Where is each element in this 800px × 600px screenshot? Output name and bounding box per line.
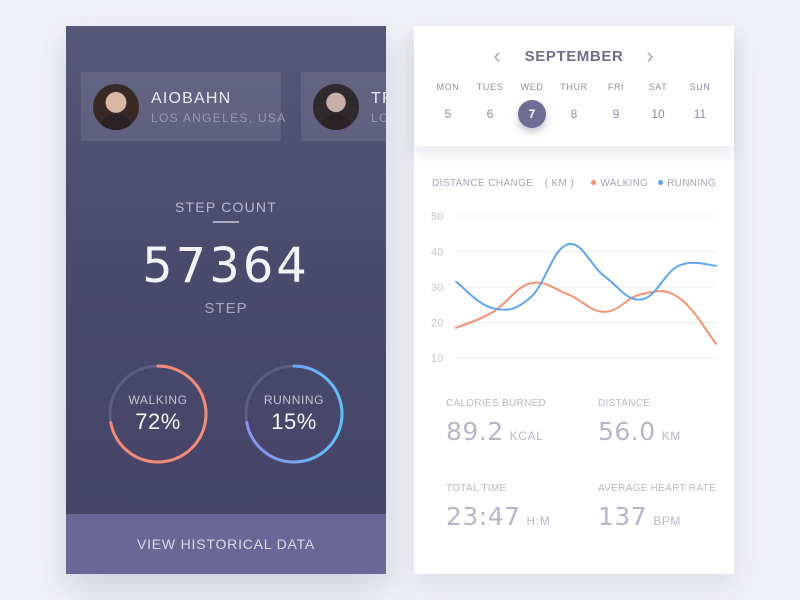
profile-name: AIOBAHN (151, 89, 232, 107)
legend-walking-label: WALKING (600, 178, 649, 189)
chart-unit: ( KM ) (544, 178, 575, 189)
calendar-date: 10 (651, 107, 665, 121)
legend-running-dot (658, 180, 664, 185)
calendar-date: 5 (444, 107, 452, 121)
profile-location: LO (371, 110, 386, 125)
calendar-day-name: WED (520, 82, 544, 92)
walking-progress-ring: WALKING 72% (106, 362, 210, 466)
calendar-day-sat[interactable]: SAT 10 (637, 82, 679, 128)
stat-calories-value-row: 89.2 KCAL (446, 417, 546, 446)
stat-total-time: TOTAL TIME 23:47 H:M (446, 483, 550, 531)
profile-card-aiobahn[interactable]: AIOBAHN LOS ANGELES, USA (81, 72, 285, 141)
calendar-day-name: SUN (689, 82, 711, 92)
stat-total-time-value-row: 23:47 H:M (446, 502, 550, 531)
step-count-label: STEP COUNT (175, 199, 277, 215)
running-percent: 15% (271, 409, 317, 434)
distance-line-chart: 50 40 30 20 10 (431, 211, 717, 365)
step-count-card: AIOBAHN LOS ANGELES, USA TR LO STEP COUN… (66, 26, 386, 574)
calendar-day-tues[interactable]: TUES 6 (469, 82, 511, 128)
legend-running-label: RUNNING (667, 178, 716, 189)
y-tick-label: 40 (431, 247, 443, 259)
stat-distance-unit: KM (661, 429, 681, 443)
stat-calories-unit: KCAL (509, 429, 544, 443)
calendar-date: 6 (486, 107, 494, 121)
stat-heart-rate: AVERAGE HEART RATE 137 BPM (598, 483, 716, 531)
chart-title: DISTANCE CHANGE ( KM ) (432, 178, 574, 189)
series-line-walking (455, 281, 717, 345)
calendar-day-sun[interactable]: SUN 11 (679, 82, 721, 128)
view-historical-data-button[interactable]: VIEW HISTORICAL DATA (66, 514, 386, 574)
stat-total-time-unit: H:M (526, 514, 551, 528)
calendar-day-mon[interactable]: MON 5 (427, 82, 469, 128)
chart-title-text: DISTANCE CHANGE (432, 178, 534, 189)
calendar-day-fri[interactable]: FRI 9 (595, 82, 637, 128)
calendar-date: 9 (612, 107, 620, 121)
distance-card: ‹ SEPTEMBER › MON 5 TUES 6 WED 7 THUR 8 FRI 9 SAT 1… (414, 26, 734, 574)
calendar-month: SEPTEMBER (524, 48, 624, 65)
running-ring-graphic (244, 364, 344, 464)
legend-running: RUNNING (658, 178, 716, 189)
stat-distance: DISTANCE 56.0 KM (598, 398, 681, 446)
y-tick-label: 50 (431, 211, 443, 223)
walking-percent: 72% (135, 409, 181, 434)
stat-calories: CALORIES BURNED 89.2 KCAL (446, 398, 546, 446)
walking-label: WALKING (128, 393, 188, 407)
profile-text: TR LO (359, 89, 386, 125)
week-calendar: ‹ SEPTEMBER › MON 5 TUES 6 WED 7 THUR 8 FRI 9 SAT 1… (414, 26, 734, 146)
walking-ring-graphic (108, 364, 208, 464)
step-unit: STEP (204, 300, 248, 317)
stat-heart-rate-value-row: 137 BPM (598, 502, 716, 531)
step-divider (213, 221, 239, 223)
stat-heart-rate-value: 137 (598, 502, 648, 531)
profile-text: AIOBAHN LOS ANGELES, USA (139, 89, 287, 125)
chevron-right-icon[interactable]: › (646, 43, 654, 68)
stat-distance-value: 56.0 (598, 417, 656, 446)
stat-total-time-label: TOTAL TIME (446, 483, 507, 494)
running-label: RUNNING (263, 393, 325, 407)
y-tick-label: 20 (431, 318, 443, 330)
chart-legend: WALKING RUNNING (591, 178, 716, 189)
running-progress-ring: RUNNING 15% (242, 362, 346, 466)
stat-total-time-value: 23:47 (446, 502, 521, 531)
stat-distance-label: DISTANCE (598, 398, 651, 409)
step-count-value: 57364 (142, 238, 310, 294)
legend-walking: WALKING (591, 178, 648, 189)
calendar-day-name: MON (436, 82, 460, 92)
calendar-day-thur[interactable]: THUR 8 (553, 82, 595, 128)
legend-walking-dot (591, 180, 597, 185)
calendar-date-selected: 7 (518, 100, 546, 128)
calendar-day-name: THUR (560, 82, 588, 92)
calendar-day-name: TUES (476, 82, 504, 92)
series-line-running (455, 243, 717, 311)
profile-card-second[interactable]: TR LO (301, 72, 386, 141)
chevron-left-icon[interactable]: ‹ (493, 43, 501, 68)
stat-calories-label: CALORIES BURNED (446, 398, 547, 409)
calendar-date: 8 (570, 107, 578, 121)
calendar-day-name: SAT (648, 82, 668, 92)
stat-distance-value-row: 56.0 KM (598, 417, 681, 446)
y-tick-label: 10 (431, 353, 443, 365)
profile-location: LOS ANGELES, USA (151, 110, 287, 125)
avatar (313, 83, 359, 130)
calendar-date: 11 (693, 107, 707, 121)
stat-calories-value: 89.2 (446, 417, 504, 446)
avatar (93, 83, 139, 130)
stat-heart-rate-label: AVERAGE HEART RATE (598, 483, 717, 494)
calendar-day-wed[interactable]: WED 7 (511, 82, 553, 128)
profile-name: TR (371, 89, 386, 107)
y-tick-label: 30 (431, 282, 443, 294)
stat-heart-rate-unit: BPM (653, 514, 682, 528)
calendar-day-name: FRI (607, 82, 625, 92)
